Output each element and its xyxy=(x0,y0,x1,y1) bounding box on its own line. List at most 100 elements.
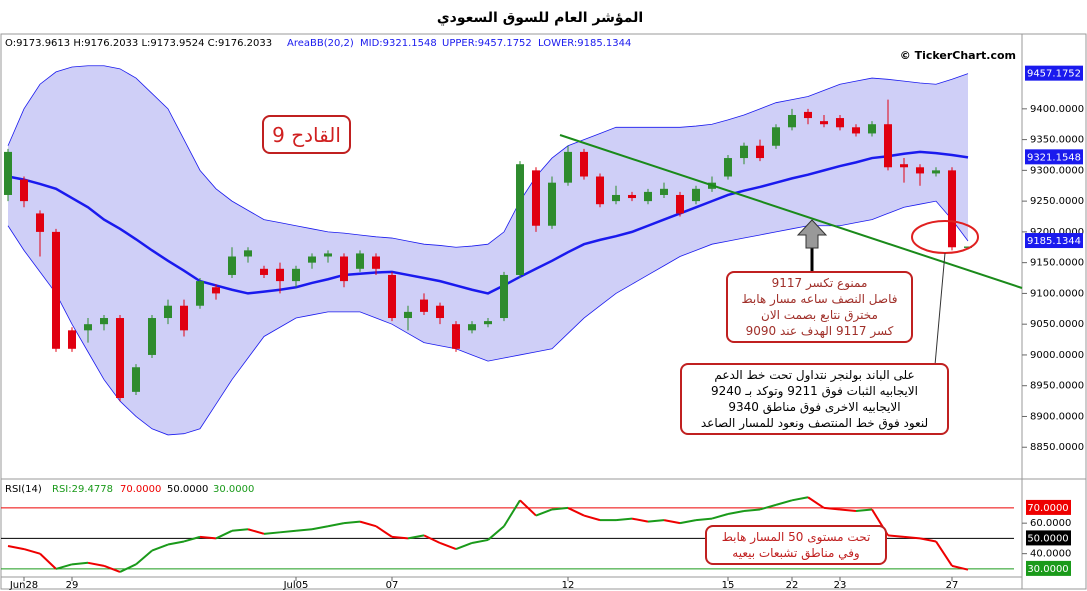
rsi-segment xyxy=(279,529,297,534)
x-tick-label: Jul05 xyxy=(283,580,309,591)
rsi-segment xyxy=(903,535,921,540)
frame xyxy=(0,33,1087,590)
candle-body xyxy=(900,164,908,168)
rsi-segment xyxy=(295,528,313,532)
rsi-segment xyxy=(583,514,601,522)
x-tick-label: 07 xyxy=(386,580,399,591)
note-line: ممنوع تكسر 9117 xyxy=(771,276,868,290)
candle-body xyxy=(244,250,252,257)
rsi-segment xyxy=(439,542,457,551)
note-line: الايجابيه الثبات فوق 9211 وتوكد بـ 9240 xyxy=(711,384,918,398)
note-line: لنعود فوق خط المنتصف ونعود للمسار الصاعد xyxy=(700,416,929,430)
mid-line xyxy=(7,150,969,295)
rsi-segment xyxy=(695,517,713,522)
candle-body xyxy=(292,268,300,282)
candle-body xyxy=(964,246,972,248)
candle-body xyxy=(580,151,588,177)
candle-body xyxy=(596,176,604,205)
candle-body xyxy=(484,321,492,325)
rsi-segment xyxy=(839,508,857,512)
rsi-segment xyxy=(551,506,569,511)
y-tick-label: 9100.0000 xyxy=(1030,288,1084,299)
rsi-segment xyxy=(919,537,937,543)
candle-body xyxy=(836,118,844,128)
rsi-segment xyxy=(135,549,153,566)
candle-body xyxy=(340,256,348,282)
chart-title: المؤشر العام للسوق السعودي xyxy=(437,10,643,27)
band-header: UPPER:9457.1752 xyxy=(442,38,532,49)
rsi-header: 70.0000 xyxy=(120,484,161,495)
note-line: الايجابيه الاخرى فوق مناطق 9340 xyxy=(728,400,901,414)
y-tick-label: 60.0000 xyxy=(1030,518,1071,529)
rsi-segment xyxy=(375,525,393,538)
rsi-segment xyxy=(263,531,281,535)
rsi-segment xyxy=(503,499,521,527)
rsi-segment xyxy=(167,540,185,546)
candle-body xyxy=(420,299,428,312)
candle-body xyxy=(212,287,220,294)
candle-body xyxy=(756,145,764,159)
value-box xyxy=(1025,149,1083,165)
candle-body xyxy=(468,324,476,331)
rsi-header: 30.0000 xyxy=(213,484,254,495)
y-tick-label: 9000.0000 xyxy=(1030,350,1084,361)
rsi-segment xyxy=(775,499,793,506)
rsi-header: 50.0000 xyxy=(167,484,208,495)
candle-body xyxy=(164,305,172,319)
candle-body xyxy=(628,194,636,199)
rsi-segment xyxy=(71,561,89,566)
candle-body xyxy=(52,231,60,349)
candle-body xyxy=(148,318,156,355)
band-header: MID:9321.1548 xyxy=(360,38,437,49)
rsi-segment xyxy=(487,525,505,541)
rsi-segment xyxy=(87,561,105,567)
candle-body xyxy=(228,256,236,275)
band-header: AreaBB(20,2) xyxy=(287,38,354,49)
x-tick-label: 23 xyxy=(834,580,847,591)
highlight-circle xyxy=(911,220,979,254)
note-line: تحت مستوى 50 المسار هابط xyxy=(721,530,871,544)
rsi-segment xyxy=(23,548,41,555)
ohlc-header: O:9173.9613 H:9176.2033 L:9173.9524 C:91… xyxy=(5,38,272,49)
candle-body xyxy=(676,194,684,214)
y-tick-label: 40.0000 xyxy=(1030,549,1071,560)
rsi-segment xyxy=(855,508,873,512)
rsi-segment xyxy=(423,534,441,544)
candle-body xyxy=(84,324,92,331)
x-tick-label: Jun28 xyxy=(9,580,38,591)
overlay xyxy=(559,134,1023,366)
note-line: وفي مناطق تشبعات بيعيه xyxy=(732,546,860,560)
x-tick-label: 15 xyxy=(722,580,735,591)
candle-body xyxy=(180,305,188,331)
rsi-segment xyxy=(247,528,265,535)
candle-body xyxy=(516,164,524,275)
rsi-segment xyxy=(679,519,697,525)
candle-body xyxy=(916,167,924,174)
candle-body xyxy=(884,124,892,168)
rsi-segment xyxy=(951,564,969,571)
y-tick-label: 9250.0000 xyxy=(1030,196,1084,207)
candle-body xyxy=(436,305,444,319)
rsi-segment xyxy=(39,552,57,570)
value-box xyxy=(1025,233,1083,249)
candle-body xyxy=(116,318,124,399)
rsi-segment xyxy=(759,503,777,511)
level-label: 70.0000 xyxy=(1027,503,1068,514)
candle-body xyxy=(740,145,748,159)
level-label: 30.0000 xyxy=(1027,564,1068,575)
rsi-segment xyxy=(7,545,25,551)
candle-body xyxy=(4,151,12,195)
rsi-header: RSI:29.4778 xyxy=(52,484,113,495)
y-tick-label: 8850.0000 xyxy=(1030,442,1084,453)
trigger-box: القادح 9 xyxy=(262,115,351,154)
candle-body xyxy=(644,191,652,202)
pointer-line xyxy=(934,252,946,366)
x-tick-label: 29 xyxy=(66,580,79,591)
note-line: فاصل النصف ساعه مسار هابط xyxy=(741,292,898,306)
rsi-segment xyxy=(535,508,553,517)
rsi-segment xyxy=(311,525,329,531)
rsi-segment xyxy=(343,520,361,525)
level-box xyxy=(1026,530,1071,546)
